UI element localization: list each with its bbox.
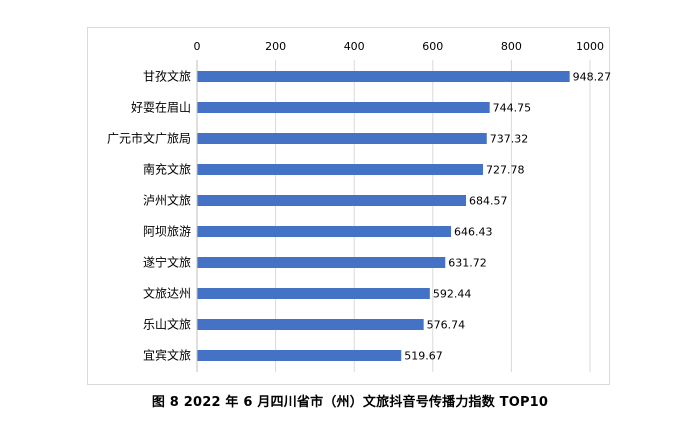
bar [197, 226, 452, 237]
category-label: 文旅达州 [143, 286, 191, 301]
category-label: 宜宾文旅 [143, 348, 191, 363]
category-label: 乐山文旅 [143, 317, 191, 332]
category-label: 阿坝旅游 [143, 225, 191, 239]
x-tick-label: 0 [194, 40, 201, 53]
bar [197, 195, 467, 206]
category-label: 南充文旅 [143, 162, 191, 177]
x-tick-label: 1000 [576, 40, 604, 53]
bar [197, 350, 402, 361]
category-label: 遂宁文旅 [143, 255, 191, 270]
chart-caption: 图 8 2022 年 6 月四川省市（州）文旅抖音号传播力指数 TOP10 [151, 395, 549, 410]
value-label: 744.75 [493, 102, 532, 115]
bar [197, 71, 570, 82]
bar [197, 133, 487, 144]
x-tick-label: 200 [265, 40, 286, 53]
category-label: 好耍在眉山 [131, 101, 191, 115]
value-label: 737.32 [490, 133, 528, 146]
category-label: 广元市文广旅局 [107, 131, 191, 146]
bar [197, 319, 424, 330]
x-tick-label: 600 [422, 40, 443, 53]
value-label: 519.67 [404, 350, 443, 363]
bar [197, 102, 490, 113]
x-tick-label: 800 [501, 40, 522, 53]
value-label: 592.44 [433, 288, 472, 301]
bar-chart: 0 200 400 600 800 1000 甘孜文旅 948.27 好耍在眉山 744.75 广元… [107, 40, 612, 372]
value-label: 646.43 [454, 226, 493, 239]
x-tick-label: 400 [344, 40, 365, 53]
bar [197, 288, 430, 299]
value-label: 948.27 [573, 71, 612, 84]
value-label: 576.74 [427, 319, 466, 332]
value-label: 631.72 [448, 257, 487, 270]
value-label: 684.57 [469, 195, 508, 208]
category-label: 泸州文旅 [143, 193, 191, 208]
category-label: 甘孜文旅 [143, 69, 191, 84]
bar [197, 257, 446, 268]
bar [197, 164, 484, 175]
value-label: 727.78 [486, 164, 525, 177]
